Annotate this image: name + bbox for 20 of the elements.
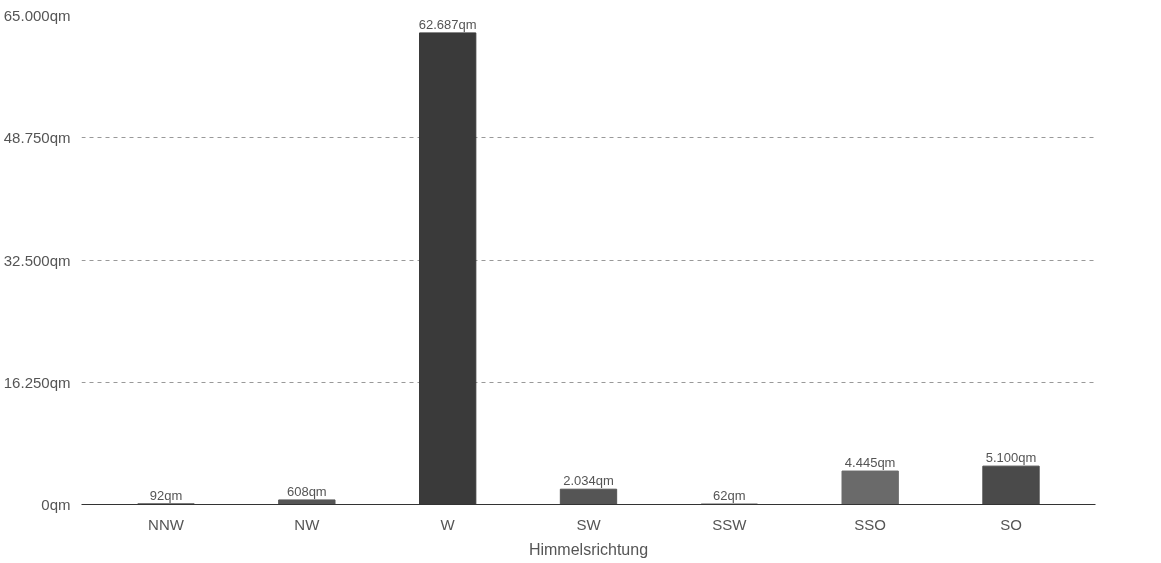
data-label: 62.687qm: [418, 16, 477, 32]
data-label: 5.100qm: [985, 450, 1037, 466]
y-tick-label: 16.250qm: [3, 373, 71, 391]
data-label: 62qm: [713, 488, 746, 504]
x-tick-label: SSW: [712, 515, 748, 533]
y-tick-label: 65.000qm: [3, 7, 71, 24]
data-label: 608qm: [286, 483, 327, 499]
x-tick-label: SO: [1000, 515, 1022, 533]
x-tick-label: W: [440, 515, 456, 533]
data-label: 92qm: [149, 487, 183, 503]
y-tick-label: 48.750qm: [3, 129, 71, 147]
y-tick-label: 32.500qm: [3, 251, 71, 269]
x-tick-label: NW: [294, 515, 321, 533]
x-tick-label: SW: [576, 515, 602, 533]
y-tick-label: 0qm: [41, 496, 71, 513]
data-label: 4.445qm: [844, 455, 896, 471]
x-tick-label: SSO: [854, 515, 887, 533]
x-axis-title: Himmelsrichtung: [528, 540, 649, 558]
x-tick-label: NNW: [148, 515, 185, 533]
data-label: 2.034qm: [563, 473, 614, 489]
